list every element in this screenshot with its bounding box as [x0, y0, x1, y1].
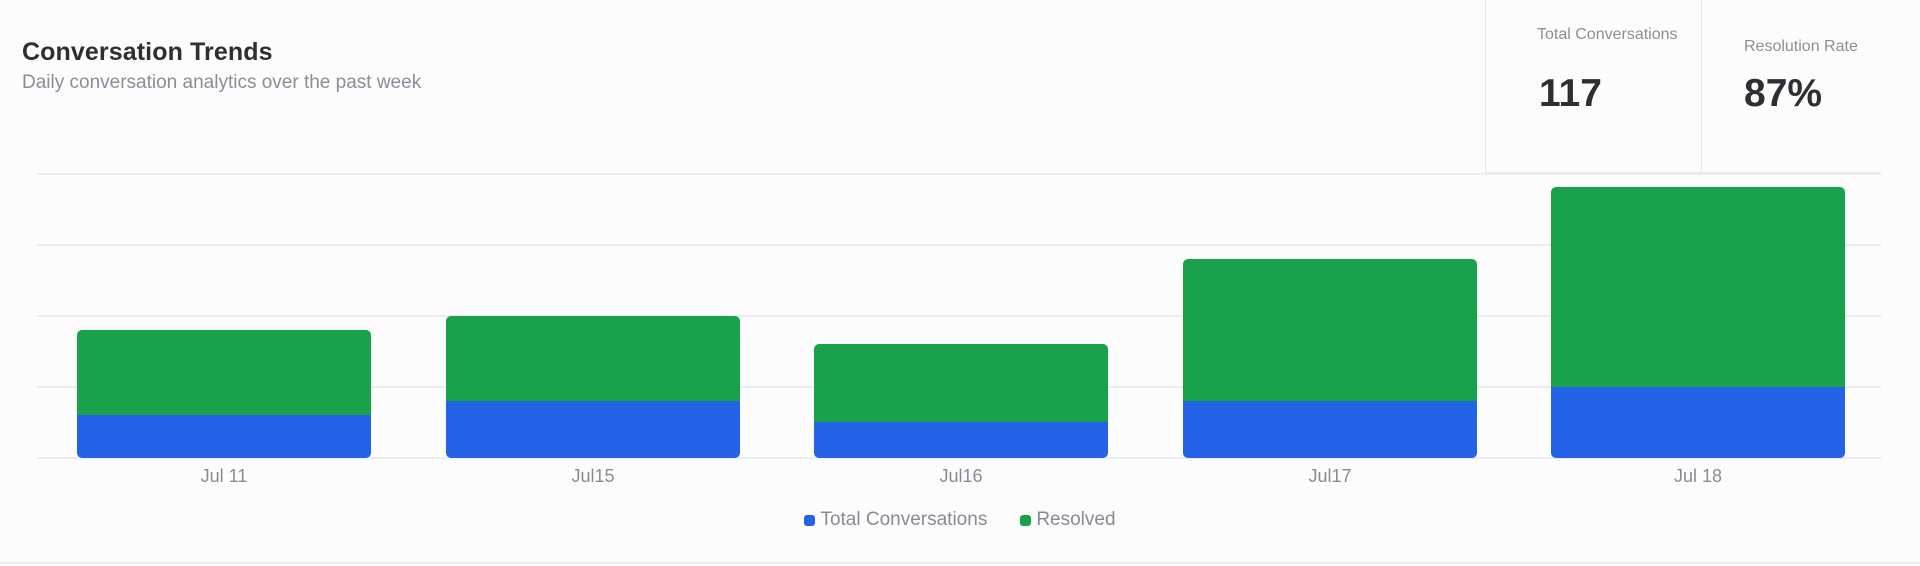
x-axis-label: Jul 11 [200, 466, 248, 486]
bar-jul11[interactable] [77, 329, 371, 458]
stat-value: 117 [1539, 72, 1602, 115]
bar-jul16[interactable] [814, 344, 1108, 458]
x-axis-label: Jul15 [571, 466, 615, 486]
legend-swatch-green-icon [1020, 514, 1032, 526]
bar-segment-total-conversations[interactable] [446, 401, 740, 458]
bar-segment-resolved[interactable] [814, 344, 1108, 423]
chart-subtitle: Daily conversation analytics over the pa… [22, 72, 422, 93]
chart-legend: Total Conversations Resolved [0, 509, 1920, 531]
bar-jul17[interactable] [1183, 258, 1477, 458]
summary-stats: Total Conversations 117 Resolution Rate … [1485, 0, 1880, 173]
stat-value: 87% [1744, 72, 1823, 115]
gridline [37, 244, 1881, 246]
legend-swatch-blue-icon [804, 514, 816, 526]
chart-title: Conversation Trends [22, 38, 273, 66]
x-axis-label: Jul16 [939, 466, 983, 486]
stat-label: Resolution Rate [1744, 38, 1858, 55]
gridline [37, 173, 1881, 175]
bar-segment-resolved[interactable] [1551, 187, 1845, 387]
bar-segment-total-conversations[interactable] [814, 422, 1108, 458]
bar-jul18[interactable] [1551, 187, 1845, 458]
stat-label: Total Conversations [1537, 26, 1678, 43]
bar-segment-total-conversations[interactable] [1183, 401, 1477, 458]
bar-segment-total-conversations[interactable] [1551, 386, 1845, 458]
legend-item-total-conversations[interactable]: Total Conversations [804, 509, 987, 531]
plot-area [37, 173, 1881, 459]
bar-segment-total-conversations[interactable] [77, 415, 371, 458]
stat-resolution-rate: Resolution Rate 87% [1702, 0, 1880, 172]
x-axis-label: Jul 18 [1673, 466, 1723, 486]
x-axis-label: Jul17 [1308, 466, 1352, 486]
bar-segment-resolved[interactable] [77, 329, 371, 416]
legend-label: Resolved [1036, 509, 1116, 530]
bar-jul15[interactable] [446, 315, 740, 458]
stat-total-conversations: Total Conversations 117 [1486, 0, 1702, 172]
legend-item-resolved[interactable]: Resolved [1020, 509, 1116, 531]
bar-segment-resolved[interactable] [1183, 258, 1477, 401]
bar-segment-resolved[interactable] [446, 315, 740, 401]
gridline [37, 315, 1881, 317]
legend-label: Total Conversations [820, 509, 988, 530]
